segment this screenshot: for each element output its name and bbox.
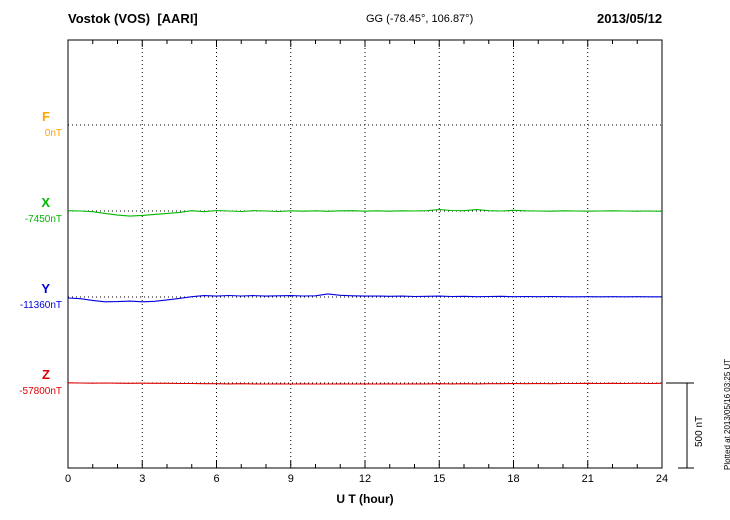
component-baseline-value-Z: -57800nT	[19, 386, 62, 397]
plotted-at-note: Plotted at 2013/05/16 03:25 UT	[723, 358, 730, 470]
x-tick-label: 3	[139, 473, 146, 485]
component-label-X: X	[41, 195, 50, 210]
x-tick-label: 6	[213, 473, 220, 485]
component-baseline-value-X: -7450nT	[24, 214, 62, 225]
station-title: Vostok (VOS) [AARI]	[68, 11, 198, 26]
x-tick-label: 9	[287, 473, 294, 485]
x-tick-label: 21	[581, 473, 594, 485]
geographic-coordinates: GG (-78.45°, 106.87°)	[366, 13, 474, 25]
component-label-F: F	[42, 109, 50, 124]
component-baseline-value-Y: -11360nT	[19, 300, 62, 311]
plot-date: 2013/05/12	[597, 11, 663, 26]
x-tick-label: 0	[64, 473, 72, 485]
x-axis-title: U T (hour)	[336, 492, 394, 506]
component-label-Z: Z	[42, 367, 50, 382]
plot-border	[67, 39, 663, 469]
trace-X	[67, 208, 663, 217]
trace-Y	[67, 293, 662, 303]
component-baseline-value-F: 0nT	[44, 128, 62, 139]
scale-bar-label: 500 nT	[694, 415, 705, 447]
x-tick-label: 15	[433, 473, 446, 485]
x-tick-label: 12	[358, 473, 372, 485]
x-tick-label: 18	[507, 473, 520, 485]
trace-Z	[67, 382, 663, 385]
x-tick-label: 24	[655, 473, 669, 485]
component-label-Y: Y	[41, 281, 50, 296]
